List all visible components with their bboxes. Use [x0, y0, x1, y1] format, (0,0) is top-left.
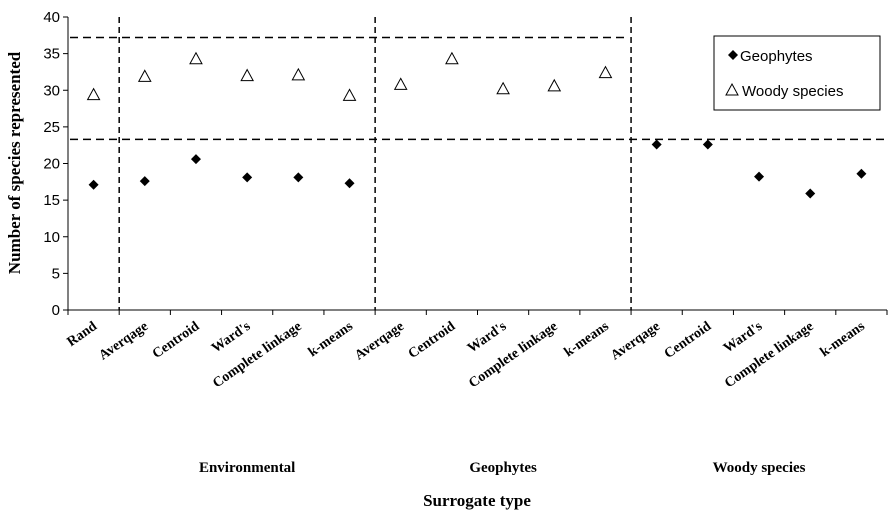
data-point-geophytes: [344, 178, 355, 189]
data-point-woody-species: [342, 88, 357, 101]
data-point-woody-species: [189, 51, 203, 65]
y-tick-label: 30: [43, 82, 60, 99]
x-tick-label: k-means: [306, 319, 356, 361]
y-tick-label: 10: [43, 229, 60, 246]
x-tick-label: k-means: [818, 319, 868, 361]
legend-label-woody-species: Woody species: [742, 83, 843, 100]
data-point-woody-species: [445, 51, 459, 65]
y-tick-label: 0: [52, 302, 60, 319]
legend-marker-geophytes: [728, 50, 738, 60]
legend-label-geophytes: Geophytes: [740, 48, 813, 65]
y-tick-label: 5: [52, 265, 60, 282]
legend-marker-woody-species: [725, 82, 739, 96]
data-point-woody-species: [496, 81, 510, 95]
group-label: Geophytes: [469, 460, 537, 476]
data-point-geophytes: [190, 154, 201, 165]
legend: Geophytes Woody species: [713, 35, 881, 111]
y-tick-label: 15: [43, 192, 60, 209]
data-point-geophytes: [805, 188, 816, 199]
x-tick-label: Ward's: [721, 319, 766, 357]
y-tick-label: 25: [43, 119, 60, 136]
x-tick-label: k-means: [562, 319, 612, 361]
x-tick-label: Ward's: [465, 319, 510, 357]
x-tick-label: Rand: [65, 319, 101, 350]
x-axis-title: Surrogate type: [423, 491, 531, 510]
data-point-geophytes: [139, 176, 150, 187]
data-point-geophytes: [293, 172, 304, 183]
legend-box: [713, 35, 881, 111]
y-axis-title: Number of species represented: [5, 51, 24, 274]
data-point-geophytes: [88, 179, 99, 190]
data-point-woody-species: [598, 65, 613, 79]
data-point-geophytes: [242, 172, 253, 183]
x-tick-label: Complete linkage: [466, 319, 560, 391]
group-label: Environmental: [199, 460, 295, 476]
axes: [63, 16, 888, 315]
data-point-woody-species: [291, 67, 306, 81]
data-point-geophytes: [856, 168, 867, 179]
data-points: [86, 51, 867, 199]
data-point-woody-species: [137, 69, 152, 82]
x-tick-label: Centroid: [406, 319, 459, 362]
data-point-woody-species: [393, 77, 408, 90]
data-point-woody-species: [86, 87, 101, 101]
data-point-geophytes: [651, 139, 662, 150]
data-point-woody-species: [547, 78, 562, 92]
group-labels: Environmental Geophytes Woody species: [199, 460, 806, 476]
data-point-geophytes: [702, 139, 713, 150]
x-tick-label: Averqage: [352, 319, 407, 364]
x-tick-label: Complete linkage: [722, 319, 816, 391]
data-point-woody-species: [240, 68, 254, 82]
reference-lines: [70, 36, 885, 141]
y-tick-labels: 0 5 10 15 20 25 30 35 40: [43, 9, 60, 319]
x-tick-label: Complete linkage: [210, 319, 304, 391]
x-tick-label: Centroid: [662, 319, 715, 362]
y-tick-label: 40: [43, 9, 60, 26]
x-tick-label: Averqage: [608, 319, 663, 364]
x-tick-label: Centroid: [150, 319, 203, 362]
x-tick-label: Averqage: [96, 319, 151, 364]
data-point-geophytes: [754, 171, 765, 182]
y-tick-label: 35: [43, 46, 60, 63]
y-tick-label: 20: [43, 156, 60, 173]
group-label: Woody species: [713, 460, 806, 476]
x-tick-label: Ward's: [209, 319, 254, 357]
